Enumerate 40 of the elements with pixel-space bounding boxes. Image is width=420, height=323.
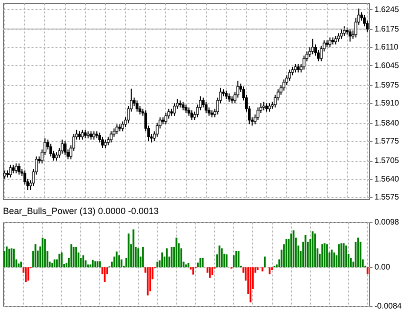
candlestick xyxy=(173,102,176,116)
candlestick xyxy=(302,55,306,70)
y-tick-label: 1.5575 xyxy=(374,192,400,202)
candlestick xyxy=(101,136,104,149)
candlestick xyxy=(164,112,168,125)
y-tick-label: 1.5775 xyxy=(374,136,400,146)
y-tick-label: 1.5910 xyxy=(374,98,400,108)
candlestick xyxy=(282,78,286,92)
candlestick xyxy=(18,162,20,176)
candlestick xyxy=(328,36,332,48)
y-tick-label: 1.5975 xyxy=(374,80,400,90)
y-tick-label: 1.6245 xyxy=(374,4,400,14)
y-tick-label: 1.6110 xyxy=(374,42,399,52)
candlestick xyxy=(256,106,260,121)
candlestick xyxy=(49,143,52,157)
candlestick xyxy=(311,38,314,55)
y-tick-label: 1.5640 xyxy=(374,174,400,184)
candlestick xyxy=(348,28,352,42)
candlestick xyxy=(14,162,18,174)
candlestick xyxy=(64,140,66,156)
candlestick xyxy=(340,28,343,40)
candlestick xyxy=(190,110,194,121)
y-tick-label: 0.0098 xyxy=(374,218,400,226)
y-tick-label: 1.6045 xyxy=(374,60,400,70)
candlestick xyxy=(80,129,84,140)
candlestick xyxy=(288,69,292,82)
chart-title: Bear_Bulls_Power (13) 0.0000 -0.0013 xyxy=(3,206,159,216)
y-tick-label: 1.5705 xyxy=(374,156,400,166)
candlestick xyxy=(60,139,64,154)
y-tick-label: 0.00 xyxy=(374,262,391,272)
y-tick-label: 1.6175 xyxy=(374,24,400,34)
candlestick xyxy=(121,120,124,132)
candlestick xyxy=(342,26,346,37)
candlestick xyxy=(110,130,113,143)
y-tick-label: -0.0084 xyxy=(374,302,402,310)
y-tick-label: 1.5840 xyxy=(374,118,400,128)
candlestick xyxy=(116,124,118,135)
candlestick xyxy=(9,164,12,178)
candlestick xyxy=(136,100,138,112)
candlestick xyxy=(204,101,208,114)
